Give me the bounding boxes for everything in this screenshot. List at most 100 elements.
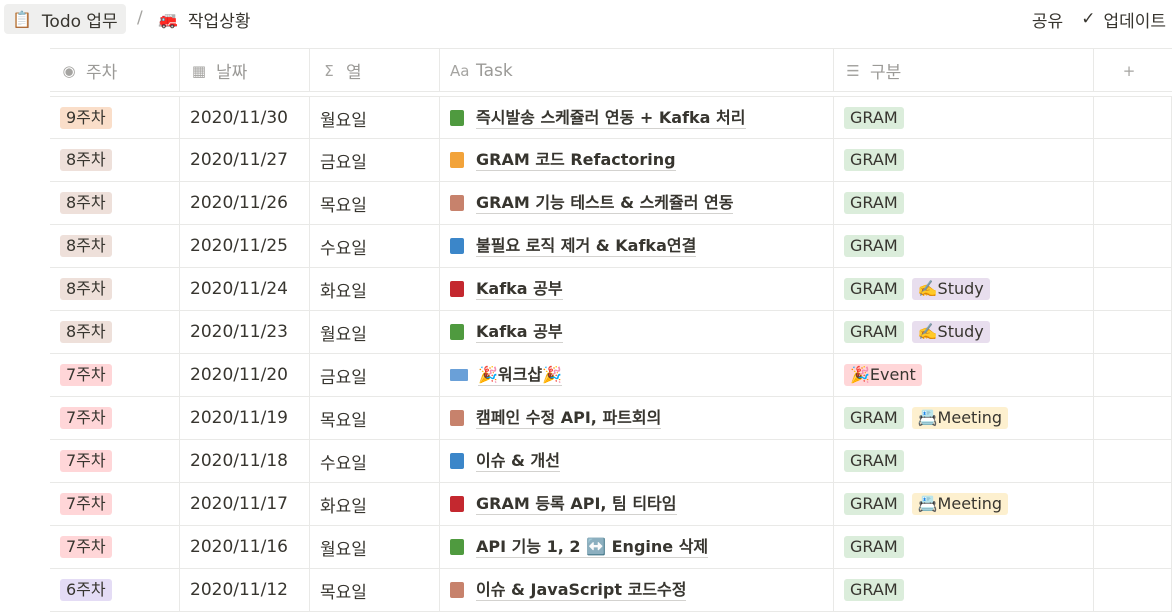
table-row[interactable]: 8주차 2020/11/23 월요일 Kafka 공부 GRAM ✍️Study <box>50 311 1172 354</box>
week-cell[interactable]: 7주차 <box>50 483 180 525</box>
date-cell[interactable]: 2020/11/24 <box>180 268 310 310</box>
table-row[interactable]: 7주차 2020/11/17 화요일 GRAM 등록 API, 팀 티타임 GRAM 📇M… <box>50 483 1172 526</box>
add-column-button[interactable]: + <box>1094 49 1172 92</box>
date-cell[interactable]: 2020/11/30 <box>180 97 310 139</box>
empty-cell <box>1094 526 1172 568</box>
task-title-link[interactable]: 이슈 & 개선 <box>476 450 560 472</box>
table-row[interactable]: 8주차 2020/11/27 금요일 GRAM 코드 Refactoring GRAM <box>50 139 1172 182</box>
table-row[interactable]: 7주차 2020/11/19 목요일 캠페인 수정 API, 파트회의 GRAM 📇Mee… <box>50 397 1172 440</box>
week-cell[interactable]: 8주차 <box>50 268 180 310</box>
date-cell[interactable]: 2020/11/25 <box>180 225 310 267</box>
table-row[interactable]: 7주차 2020/11/20 금요일 🎉워크샵🎉 🎉Event <box>50 354 1172 397</box>
task-title-link[interactable]: 🎉워크샵🎉 <box>478 364 563 386</box>
week-cell[interactable]: 7주차 <box>50 440 180 482</box>
category-cell[interactable]: GRAM <box>834 526 1094 568</box>
week-cell[interactable]: 7주차 <box>50 354 180 396</box>
category-cell[interactable]: GRAM <box>834 182 1094 224</box>
day-cell[interactable]: 수요일 <box>310 440 440 482</box>
task-title-link[interactable]: 불필요 로직 제거 & Kafka연결 <box>476 235 697 257</box>
week-cell[interactable]: 9주차 <box>50 97 180 139</box>
date-cell[interactable]: 2020/11/27 <box>180 139 310 181</box>
task-cell[interactable]: API 기능 1, 2 ↔️ Engine 삭제 <box>440 526 834 568</box>
date-cell[interactable]: 2020/11/17 <box>180 483 310 525</box>
date-cell[interactable]: 2020/11/16 <box>180 526 310 568</box>
empty-cell <box>1094 182 1172 224</box>
task-title-link[interactable]: 즉시발송 스케쥴러 연동 + Kafka 처리 <box>476 107 746 129</box>
task-cell[interactable]: Kafka 공부 <box>440 311 834 353</box>
task-title-link[interactable]: GRAM 코드 Refactoring <box>476 149 676 171</box>
date-cell[interactable]: 2020/11/23 <box>180 311 310 353</box>
task-cell[interactable]: Kafka 공부 <box>440 268 834 310</box>
empty-cell <box>1094 268 1172 310</box>
category-cell[interactable]: GRAM <box>834 97 1094 139</box>
category-cell[interactable]: GRAM ✍️Study <box>834 268 1094 310</box>
table-row[interactable]: 8주차 2020/11/24 화요일 Kafka 공부 GRAM ✍️Study <box>50 268 1172 311</box>
category-cell[interactable]: 🎉Event <box>834 354 1094 396</box>
day-cell[interactable]: 화요일 <box>310 483 440 525</box>
task-cell[interactable]: 즉시발송 스케쥴러 연동 + Kafka 처리 <box>440 97 834 139</box>
task-cell[interactable]: 이슈 & 개선 <box>440 440 834 482</box>
table-row[interactable]: 8주차 2020/11/26 목요일 GRAM 기능 테스트 & 스케쥴러 연동 GRA… <box>50 182 1172 225</box>
table-row[interactable]: 6주차 2020/11/12 목요일 이슈 & JavaScript 코드수정 GRAM <box>50 569 1172 612</box>
column-header-category[interactable]: ☰ 구분 <box>834 49 1094 92</box>
category-cell[interactable]: GRAM ✍️Study <box>834 311 1094 353</box>
date-cell[interactable]: 2020/11/18 <box>180 440 310 482</box>
task-cell[interactable]: 불필요 로직 제거 & Kafka연결 <box>440 225 834 267</box>
day-cell[interactable]: 수요일 <box>310 225 440 267</box>
column-header-week[interactable]: ◉ 주차 <box>50 49 180 92</box>
week-cell[interactable]: 8주차 <box>50 225 180 267</box>
table-row[interactable]: 7주차 2020/11/18 수요일 이슈 & 개선 GRAM <box>50 440 1172 483</box>
category-cell[interactable]: GRAM <box>834 139 1094 181</box>
category-cell[interactable]: GRAM <box>834 440 1094 482</box>
day-cell[interactable]: 목요일 <box>310 182 440 224</box>
category-cell[interactable]: GRAM 📇Meeting <box>834 483 1094 525</box>
date-cell[interactable]: 2020/11/19 <box>180 397 310 439</box>
category-cell[interactable]: GRAM 📇Meeting <box>834 397 1094 439</box>
week-cell[interactable]: 6주차 <box>50 569 180 611</box>
table-row[interactable]: 8주차 2020/11/25 수요일 불필요 로직 제거 & Kafka연결 GRAM <box>50 225 1172 268</box>
task-cell[interactable]: 🎉워크샵🎉 <box>440 354 834 396</box>
table-row[interactable]: 7주차 2020/11/16 월요일 API 기능 1, 2 ↔️ Engine 삭제… <box>50 526 1172 569</box>
task-cell[interactable]: GRAM 코드 Refactoring <box>440 139 834 181</box>
task-title-link[interactable]: GRAM 기능 테스트 & 스케쥴러 연동 <box>476 192 734 214</box>
task-cell[interactable]: 이슈 & JavaScript 코드수정 <box>440 569 834 611</box>
day-cell[interactable]: 월요일 <box>310 97 440 139</box>
day-cell[interactable]: 목요일 <box>310 397 440 439</box>
week-cell[interactable]: 8주차 <box>50 139 180 181</box>
week-cell[interactable]: 8주차 <box>50 311 180 353</box>
day-cell[interactable]: 월요일 <box>310 311 440 353</box>
date-cell[interactable]: 2020/11/20 <box>180 354 310 396</box>
task-title-link[interactable]: Kafka 공부 <box>476 321 563 343</box>
day-cell[interactable]: 화요일 <box>310 268 440 310</box>
category-cell[interactable]: GRAM <box>834 225 1094 267</box>
day-cell[interactable]: 금요일 <box>310 139 440 181</box>
week-cell[interactable]: 8주차 <box>50 182 180 224</box>
category-cell[interactable]: GRAM <box>834 569 1094 611</box>
task-title-link[interactable]: 캠페인 수정 API, 파트회의 <box>476 407 662 429</box>
task-cell[interactable]: 캠페인 수정 API, 파트회의 <box>440 397 834 439</box>
week-tag: 9주차 <box>60 107 112 129</box>
task-title-link[interactable]: 이슈 & JavaScript 코드수정 <box>476 579 687 601</box>
week-cell[interactable]: 7주차 <box>50 526 180 568</box>
status-icon: ◉ <box>62 61 76 80</box>
day-cell[interactable]: 목요일 <box>310 569 440 611</box>
task-cell[interactable]: GRAM 기능 테스트 & 스케쥴러 연동 <box>440 182 834 224</box>
date-cell[interactable]: 2020/11/26 <box>180 182 310 224</box>
category-tag: GRAM <box>844 407 904 429</box>
share-button[interactable]: 공유 <box>1031 11 1064 32</box>
column-header-date[interactable]: ▦ 날짜 <box>180 49 310 92</box>
column-header-day[interactable]: Σ 열 <box>310 49 440 92</box>
task-title-link[interactable]: Kafka 공부 <box>476 278 563 300</box>
week-cell[interactable]: 7주차 <box>50 397 180 439</box>
task-title-link[interactable]: API 기능 1, 2 ↔️ Engine 삭제 <box>476 536 709 558</box>
task-title-link[interactable]: GRAM 등록 API, 팀 티타임 <box>476 493 677 515</box>
day-cell[interactable]: 월요일 <box>310 526 440 568</box>
day-cell[interactable]: 금요일 <box>310 354 440 396</box>
table-row[interactable]: 9주차 2020/11/30 월요일 즉시발송 스케쥴러 연동 + Kafka 처리 G… <box>50 96 1172 139</box>
date-cell[interactable]: 2020/11/12 <box>180 569 310 611</box>
updates-button[interactable]: ✓ 업데이트 <box>1081 7 1166 32</box>
breadcrumb-todo[interactable]: 📋 Todo 업무 <box>4 4 126 34</box>
task-cell[interactable]: GRAM 등록 API, 팀 티타임 <box>440 483 834 525</box>
breadcrumb-status[interactable]: 🚒 작업상황 <box>150 4 258 34</box>
column-header-task[interactable]: Aa Task <box>440 49 834 92</box>
